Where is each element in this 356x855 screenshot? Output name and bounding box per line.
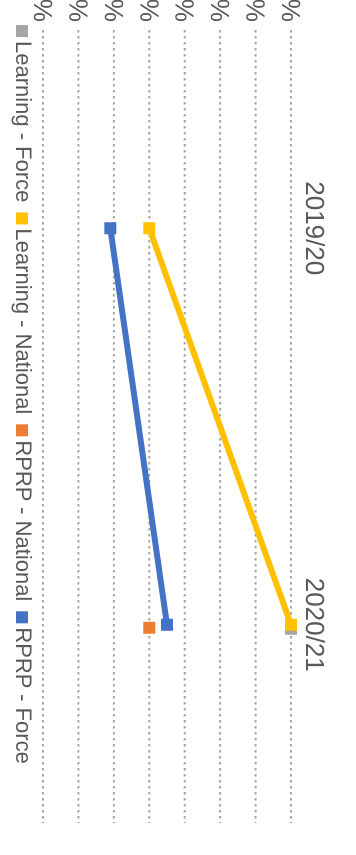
data-point — [161, 618, 173, 631]
series-line — [146, 227, 294, 626]
data-point — [143, 621, 156, 634]
legend-swatch — [16, 25, 28, 37]
legend-swatch — [16, 212, 28, 225]
y-tick-label: 7 % — [276, 0, 306, 22]
y-tick-label: 5 % — [205, 0, 235, 22]
series-line — [107, 227, 170, 626]
legend-swatch — [16, 611, 28, 624]
y-tick-label: 4 % — [170, 0, 200, 22]
legend-label: Learning - National — [11, 228, 36, 414]
series-group — [104, 222, 297, 635]
y-tick-label: 2 % — [99, 0, 129, 22]
x-category-label: 2020/21 — [300, 578, 330, 672]
legend-label: RPRP - Force — [11, 627, 36, 764]
legend-label: Learning - Force — [11, 41, 36, 202]
gridlines — [42, 30, 292, 823]
data-point — [143, 222, 156, 235]
y-tick-label: 6 % — [241, 0, 271, 22]
legend: Learning - Force Learning - National RPRP … — [11, 25, 36, 764]
x-category-label: 2019/20 — [300, 181, 330, 275]
legend-label: RPRP - National — [11, 440, 36, 601]
y-tick-label: 1 % — [63, 0, 93, 22]
legend-swatch — [16, 424, 28, 437]
y-tick-label: 3 % — [134, 0, 164, 22]
y-tick-label: 0 % — [28, 0, 58, 22]
data-point — [104, 222, 117, 235]
data-point — [285, 618, 297, 631]
